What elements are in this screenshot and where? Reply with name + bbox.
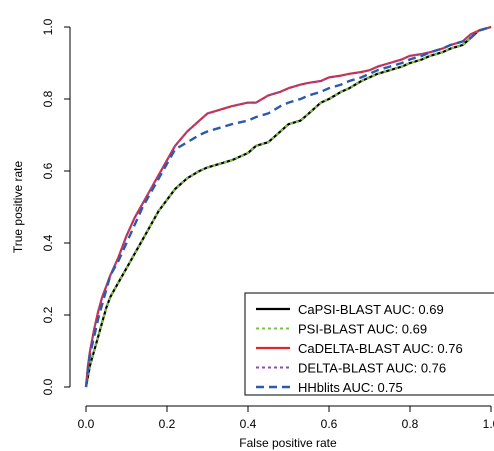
x-tick-label: 1.0	[483, 417, 494, 431]
legend-label: CaDELTA-BLAST AUC: 0.76	[298, 341, 463, 356]
x-tick-label: 0.0	[78, 417, 95, 431]
y-tick-label: 0.6	[41, 162, 55, 179]
x-tick-label: 0.4	[240, 417, 257, 431]
y-tick-label: 0.4	[41, 234, 55, 251]
y-tick-label: 0.8	[41, 90, 55, 107]
x-tick-label: 0.2	[159, 417, 176, 431]
y-tick-label: 1.0	[41, 18, 55, 35]
x-ticks: 0.0 0.2 0.4 0.6 0.8 1.0	[78, 406, 494, 431]
y-tick-label: 0.2	[41, 306, 55, 323]
roc-curves	[84, 25, 492, 388]
legend-label: CaPSI-BLAST AUC: 0.69	[298, 302, 444, 317]
x-tick-label: 0.8	[402, 417, 419, 431]
axes	[69, 27, 491, 407]
y-tick-label: 0.0	[41, 378, 55, 395]
y-ticks: 0.0 0.2 0.4 0.6 0.8 1.0	[41, 18, 70, 395]
series-line-1	[85, 26, 492, 388]
x-tick-label: 0.6	[321, 417, 338, 431]
legend-label: PSI-BLAST AUC: 0.69	[298, 322, 427, 337]
legend-label: HHblits AUC: 0.75	[298, 380, 403, 395]
legend: CaPSI-BLAST AUC: 0.69 PSI-BLAST AUC: 0.69…	[244, 292, 494, 396]
series-line-4	[84, 25, 492, 388]
x-axis-label: False positive rate	[239, 436, 337, 450]
legend-label: DELTA-BLAST AUC: 0.76	[298, 361, 446, 376]
y-axis-label: True positive rate	[11, 161, 25, 254]
